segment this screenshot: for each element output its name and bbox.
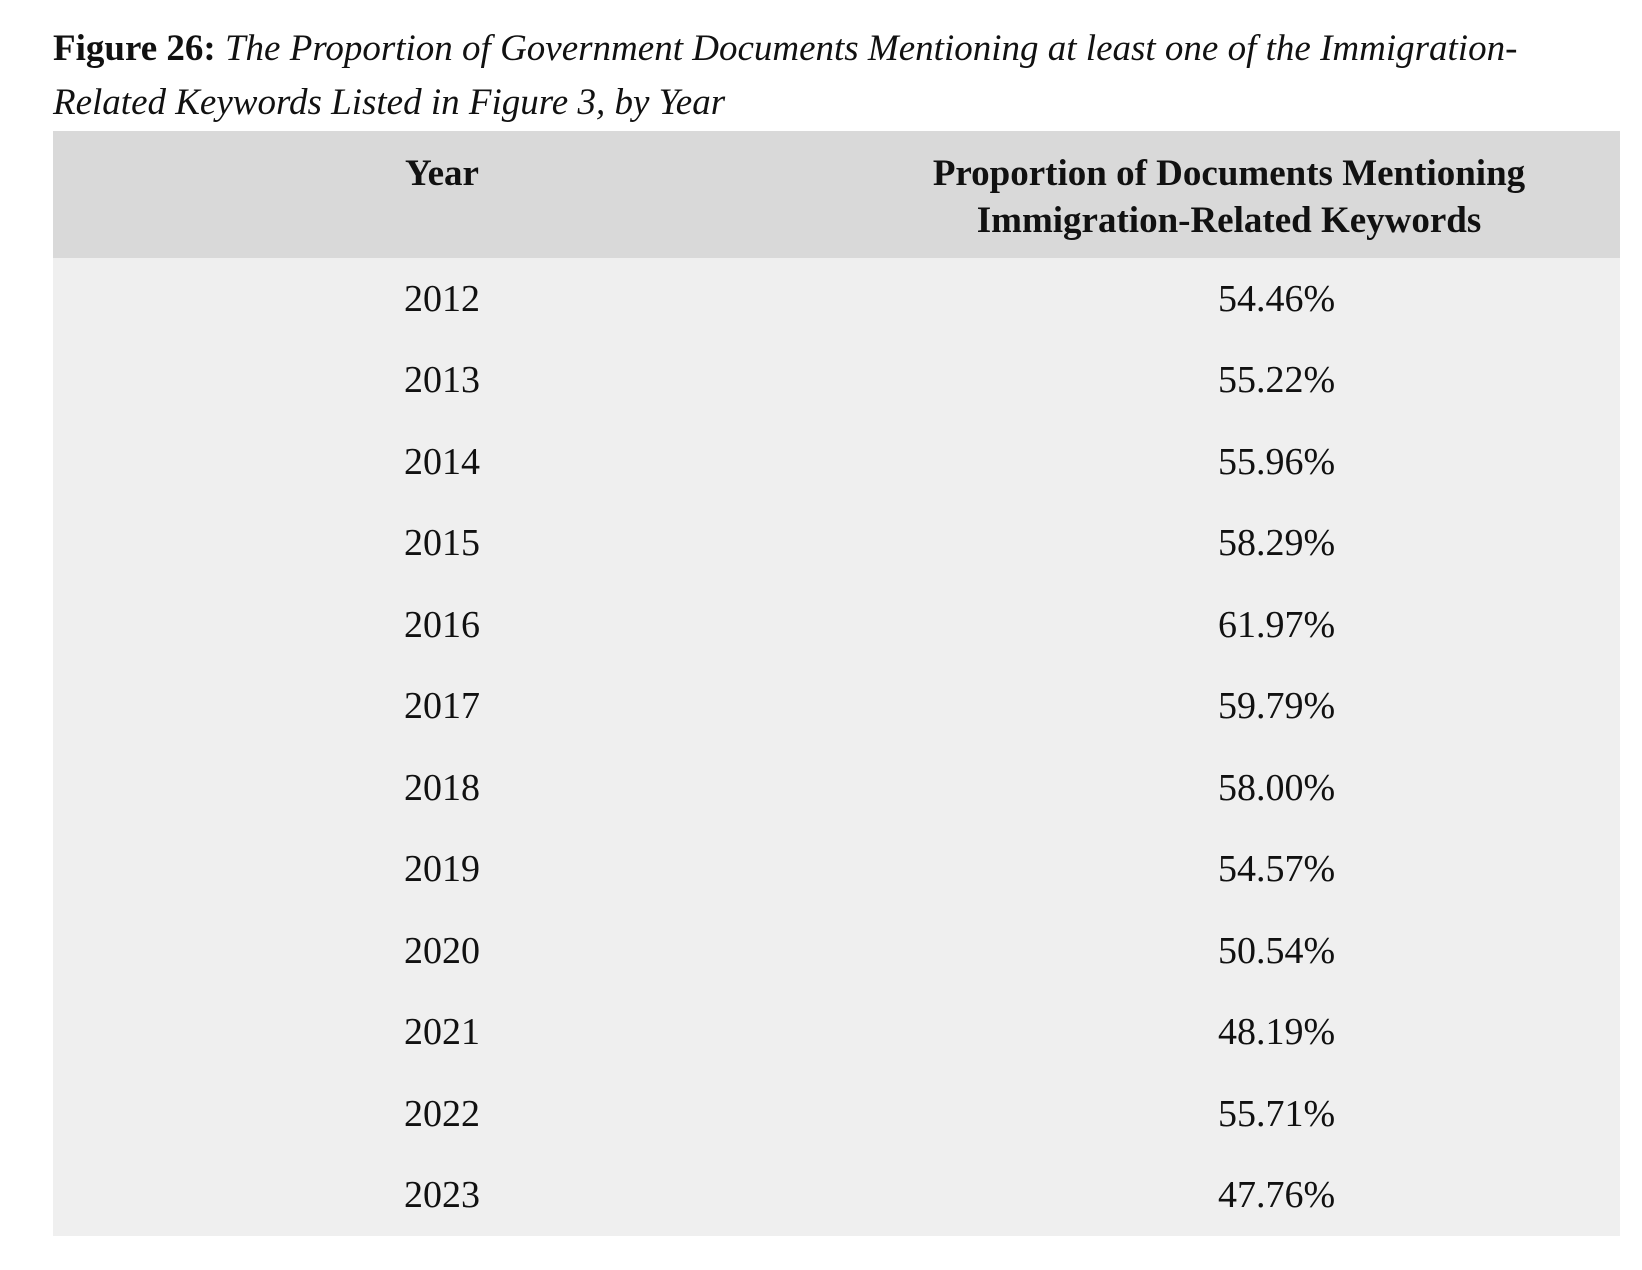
proportion-cell: 61.97% xyxy=(1218,603,1336,646)
proportion-cell: 55.96% xyxy=(1218,440,1336,483)
table-row: 2022 55.71% xyxy=(53,1073,1620,1155)
year-column-header: Year xyxy=(405,153,479,194)
year-cell: 2018 xyxy=(404,766,480,809)
year-cell: 2014 xyxy=(404,440,480,483)
table-row: 2013 55.22% xyxy=(53,339,1620,421)
proportion-cell: 47.76% xyxy=(1218,1174,1336,1217)
proportion-cell: 54.57% xyxy=(1218,848,1336,891)
year-cell: 2017 xyxy=(404,685,480,728)
proportion-cell: 58.29% xyxy=(1218,522,1336,565)
header-row: Year Proportion of Documents Mentioning … xyxy=(53,131,1620,258)
table-row: 2019 54.57% xyxy=(53,828,1620,910)
table-header: Year Proportion of Documents Mentioning … xyxy=(53,131,1620,258)
year-cell: 2023 xyxy=(404,1174,480,1217)
figure-caption: Figure 26: The Proportion of Government … xyxy=(53,22,1613,130)
table-row: 2023 47.76% xyxy=(53,1154,1620,1236)
table-row: 2015 58.29% xyxy=(53,502,1620,584)
table-row: 2017 59.79% xyxy=(53,665,1620,747)
proportion-cell: 59.79% xyxy=(1218,685,1336,728)
proportion-table: Year Proportion of Documents Mentioning … xyxy=(53,131,1620,1236)
table-row: 2012 54.46% xyxy=(53,258,1620,340)
year-cell: 2021 xyxy=(404,1011,480,1054)
proportion-cell: 55.71% xyxy=(1218,1092,1336,1135)
year-cell: 2016 xyxy=(404,603,480,646)
proportion-cell: 58.00% xyxy=(1218,766,1336,809)
proportion-cell: 48.19% xyxy=(1218,1011,1336,1054)
proportion-cell: 55.22% xyxy=(1218,359,1336,402)
proportion-column-header: Proportion of Documents Mentioning Immig… xyxy=(838,131,1620,258)
figure-title: The Proportion of Government Documents M… xyxy=(53,28,1518,123)
table-row: 2018 58.00% xyxy=(53,747,1620,829)
table-row: 2016 61.97% xyxy=(53,584,1620,666)
proportion-cell: 50.54% xyxy=(1218,929,1336,972)
year-cell: 2012 xyxy=(404,277,480,320)
year-cell: 2020 xyxy=(404,929,480,972)
proportion-header-line1: Proportion of Documents Mentioning xyxy=(932,153,1526,194)
year-cell: 2015 xyxy=(404,522,480,565)
table-row: 2020 50.54% xyxy=(53,910,1620,992)
year-cell: 2019 xyxy=(404,848,480,891)
proportion-header-line2: Immigration-Related Keywords xyxy=(976,200,1482,241)
figure-label: Figure 26: xyxy=(53,28,216,69)
proportion-cell: 54.46% xyxy=(1218,277,1336,320)
table-row: 2021 48.19% xyxy=(53,991,1620,1073)
table-row: 2014 55.96% xyxy=(53,421,1620,503)
year-cell: 2022 xyxy=(404,1092,480,1135)
year-cell: 2013 xyxy=(404,359,480,402)
table-body: 2012 54.46% 2013 55.22% 2014 55.96% 2015 58.29%… xyxy=(53,258,1620,1236)
